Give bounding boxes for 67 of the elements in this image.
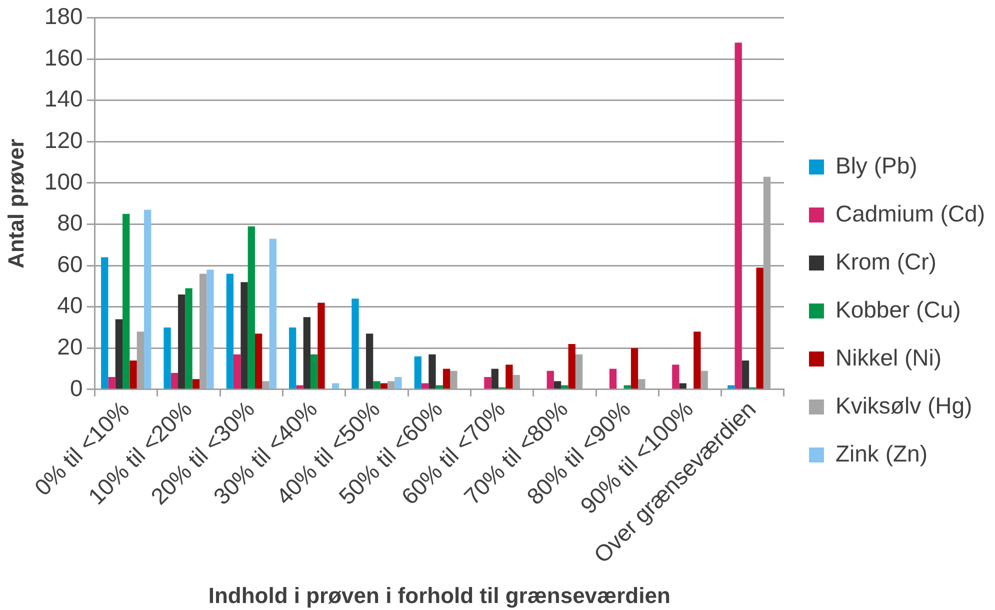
bar — [630, 348, 638, 389]
bar — [554, 381, 562, 389]
bar — [373, 381, 380, 389]
bar — [318, 302, 325, 389]
bar — [734, 42, 742, 389]
y-axis-title: Antal prøver — [3, 138, 28, 268]
bar — [254, 334, 262, 389]
bar — [756, 268, 764, 389]
legend-label: Kviksølv (Hg) — [835, 392, 972, 418]
bar — [164, 327, 171, 389]
bar — [394, 377, 402, 389]
bar — [609, 368, 617, 389]
bar — [491, 368, 498, 389]
bar — [144, 210, 152, 389]
legend-label: Nikkel (Ni) — [835, 344, 942, 370]
bar — [546, 370, 554, 389]
bar — [332, 383, 340, 389]
y-tick-label: 80 — [57, 210, 83, 236]
legend-label: Cadmium (Cd) — [835, 200, 986, 226]
bar — [296, 385, 304, 389]
bar — [366, 334, 374, 389]
bar — [679, 383, 686, 389]
bar — [428, 354, 436, 389]
bar — [206, 270, 214, 389]
x-axis-title: Indhold i prøven i forhold til grænseværdien — [208, 582, 670, 608]
bar — [380, 383, 388, 389]
bar — [303, 317, 310, 389]
y-tick-label: 120 — [44, 127, 83, 154]
bar — [108, 377, 116, 389]
bar — [568, 344, 576, 389]
y-tick-label: 0 — [70, 374, 83, 401]
bar — [561, 385, 568, 389]
y-tick-label: 60 — [57, 250, 83, 277]
bar — [234, 354, 241, 389]
legend-label: Kobber (Cu) — [835, 296, 961, 322]
bar — [421, 383, 429, 389]
legend-label: Krom (Cr) — [835, 248, 936, 274]
bar — [130, 360, 137, 389]
legend-label: Zink (Zn) — [835, 440, 928, 466]
bar — [484, 377, 492, 389]
y-tick-label: 180 — [44, 3, 83, 30]
y-tick-label: 160 — [44, 44, 83, 70]
bar — [185, 288, 192, 389]
legend-label: Bly (Pb) — [835, 152, 918, 178]
bar — [248, 226, 255, 389]
bar — [170, 372, 178, 389]
bar — [506, 364, 513, 389]
y-tick-label: 100 — [44, 168, 83, 194]
bar — [672, 364, 680, 389]
bar — [101, 257, 108, 389]
y-tick-label: 20 — [57, 333, 83, 360]
bar — [442, 368, 450, 389]
bar — [115, 319, 123, 389]
bar — [414, 356, 422, 389]
bar — [178, 294, 186, 389]
bar — [226, 274, 234, 389]
y-tick-label: 140 — [44, 86, 83, 112]
bar — [352, 298, 359, 389]
bar — [192, 379, 200, 389]
bar — [122, 214, 130, 389]
bar — [240, 282, 248, 389]
bar — [742, 360, 750, 389]
bar — [269, 238, 276, 389]
bar — [694, 332, 701, 389]
y-tick-label: 40 — [57, 292, 83, 318]
bar — [310, 354, 318, 389]
bar — [289, 327, 296, 389]
